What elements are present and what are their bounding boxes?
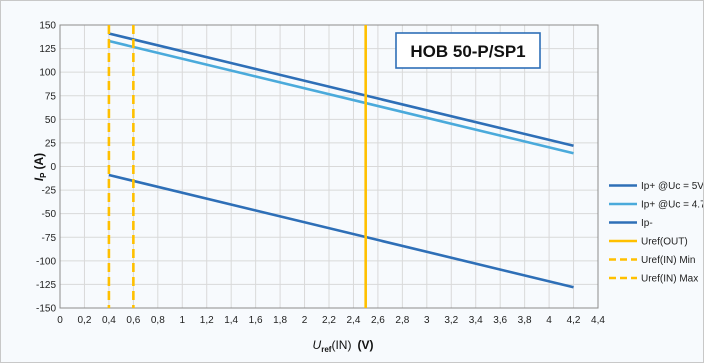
y-tick-label: -125 <box>36 280 56 291</box>
legend-label: Uref(IN) Min <box>641 255 695 266</box>
y-tick-label: -50 <box>42 209 57 220</box>
x-tick-label: 2,6 <box>371 315 385 326</box>
x-tick-label: 1,8 <box>273 315 287 326</box>
series-line-3 <box>108 173 574 289</box>
x-tick-label: 1,6 <box>249 315 263 326</box>
x-tick-label: 1,2 <box>200 315 214 326</box>
x-axis-sub: ref <box>321 345 332 354</box>
x-tick-label: 3,2 <box>444 315 458 326</box>
x-tick-label: 0,4 <box>102 315 116 326</box>
x-axis-var: U <box>313 338 322 352</box>
y-tick-label: -150 <box>36 304 56 315</box>
legend-label: Uref(IN) Max <box>641 274 698 285</box>
series-line-1 <box>108 32 574 148</box>
y-tick-label: 150 <box>39 21 56 32</box>
x-tick-label: 2,8 <box>395 315 409 326</box>
x-tick-labels: 0 0,2 0,4 0,6 0,8 1 1,2 1,4 1,6 1,8 2 2,2 2,4 2,6 2,8 3… <box>57 315 605 326</box>
chart-title-box: HOB 50-P/SP1 <box>395 32 541 69</box>
y-axis-unit: (A) <box>32 153 46 170</box>
y-tick-label: 0 <box>50 162 56 173</box>
x-tick-label: 1 <box>179 315 185 326</box>
series-line-2 <box>108 39 574 155</box>
x-tick-label: 1,4 <box>224 315 238 326</box>
x-tick-label: 3,4 <box>469 315 483 326</box>
x-tick-label: 3,8 <box>518 315 532 326</box>
y-tick-label: 50 <box>45 115 57 126</box>
x-tick-label: 0 <box>57 315 63 326</box>
x-tick-label: 4,4 <box>591 315 605 326</box>
y-tick-label: -100 <box>36 256 56 267</box>
legend-label: Uref(OUT) <box>641 237 688 248</box>
x-tick-label: 3 <box>424 315 430 326</box>
y-tick-label: 100 <box>39 68 56 79</box>
y-tick-label: 75 <box>45 91 57 102</box>
y-axis-title: IP (A) <box>32 153 48 181</box>
legend-label: Ip+ @Uc = 4.75V <box>641 200 703 211</box>
y-tick-label: 125 <box>39 44 56 55</box>
plot-area <box>59 24 599 309</box>
series-group <box>107 25 574 308</box>
legend-label: Ip+ @Uc = 5V <box>641 181 703 192</box>
x-tick-label: 2,2 <box>322 315 336 326</box>
x-axis-arg: (IN) <box>331 338 351 352</box>
y-axis-sub: P <box>39 172 48 178</box>
y-axis-var: I <box>32 177 46 181</box>
y-tick-label: 25 <box>45 138 57 149</box>
x-tick-label: 0,6 <box>126 315 140 326</box>
x-axis-unit: (V) <box>357 338 373 352</box>
x-tick-label: 2,4 <box>347 315 361 326</box>
y-tick-labels: 150 125 100 75 50 25 0 -25 -50 -75 -100 -125 -150 <box>36 21 56 315</box>
x-tick-label: 4 <box>546 315 552 326</box>
legend: Ip+ @Uc = 5V Ip+ @Uc = 4.75V Ip- Uref(OUT) U… <box>609 181 703 285</box>
x-tick-label: 4,2 <box>567 315 581 326</box>
x-tick-label: 2 <box>302 315 308 326</box>
title-box <box>395 32 541 69</box>
legend-label: Ip- <box>641 218 653 229</box>
y-tick-label: -25 <box>42 186 57 197</box>
x-tick-label: 0,2 <box>78 315 92 326</box>
x-tick-label: 0,8 <box>151 315 165 326</box>
chart-title: HOB 50-P/SP1 <box>410 42 525 61</box>
y-tick-label: -75 <box>42 233 57 244</box>
x-axis-title: Uref(IN) (V) <box>313 338 374 354</box>
x-tick-label: 3,6 <box>493 315 507 326</box>
